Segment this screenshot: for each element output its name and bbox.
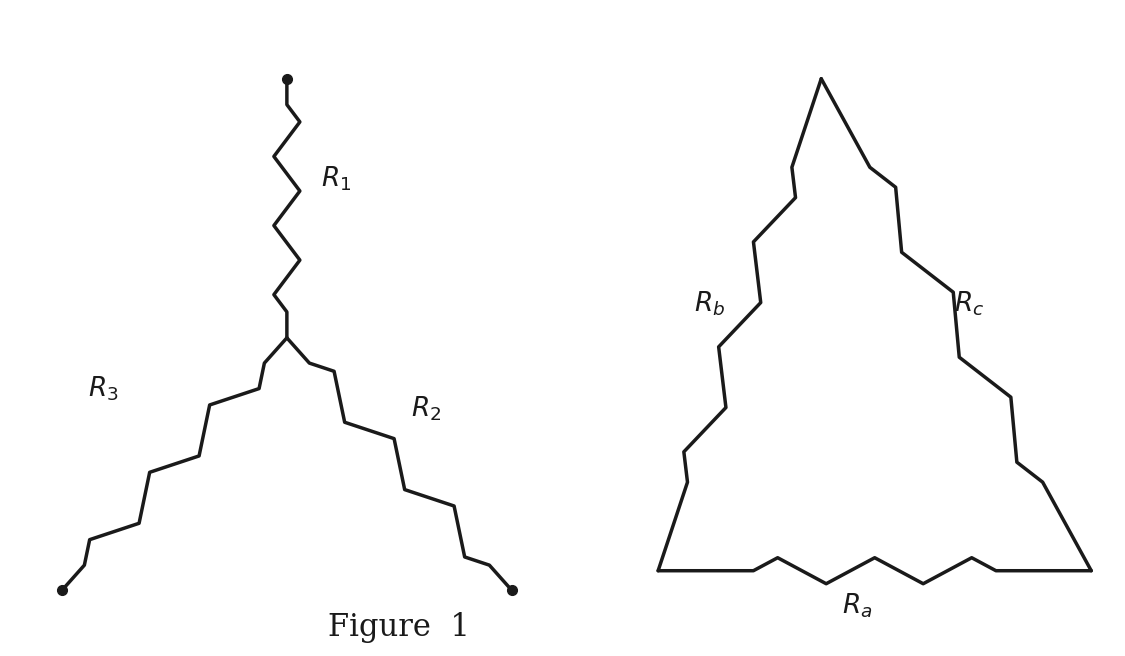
Text: $R_c$: $R_c$ <box>954 289 984 318</box>
Text: $R_a$: $R_a$ <box>842 591 872 620</box>
Text: $R_3$: $R_3$ <box>88 375 118 403</box>
Text: $R_1$: $R_1$ <box>321 165 351 194</box>
Text: $R_b$: $R_b$ <box>694 289 726 318</box>
Text: $R_2$: $R_2$ <box>411 394 441 423</box>
Text: Figure  1: Figure 1 <box>328 612 470 643</box>
